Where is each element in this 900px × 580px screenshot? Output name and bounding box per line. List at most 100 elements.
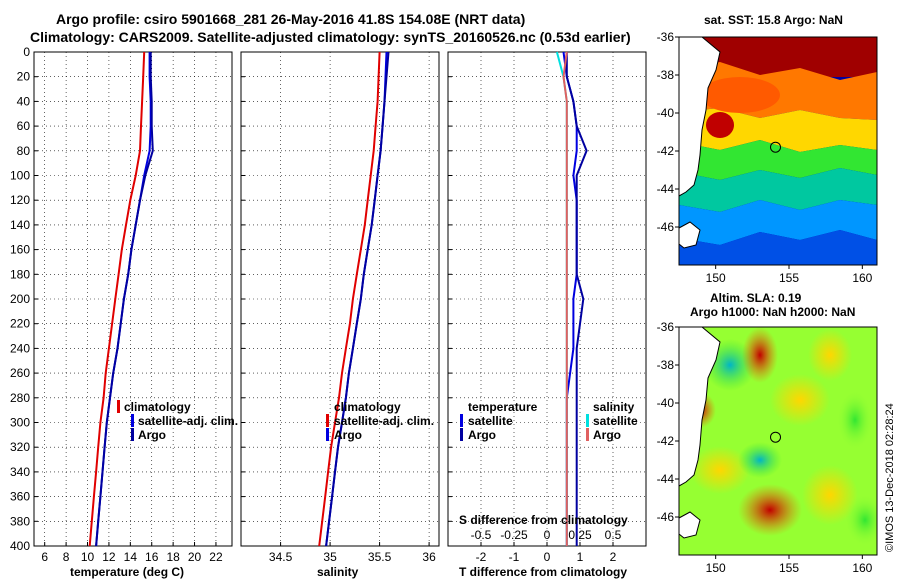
sst-band-blue (679, 230, 877, 265)
x-tick-label: 20 (188, 550, 202, 564)
sst-band-teal (679, 168, 877, 212)
legend-climatology: climatology (124, 400, 191, 414)
depth-tick-label: 280 (10, 391, 30, 405)
x-tick-label: -1 (509, 550, 520, 564)
sla-high-6 (738, 484, 802, 536)
top-x-tick-label: 0.5 (605, 528, 622, 542)
x-tick-label: 2 (610, 550, 617, 564)
top-x-tick-label: -0.25 (500, 528, 528, 542)
top-x-tick-label: 0.25 (568, 528, 592, 542)
map-y-tick-label: -38 (657, 358, 675, 372)
temperature-legend: climatology satellite-adj. clim. Argo (117, 400, 238, 442)
depth-tick-label: 120 (10, 193, 30, 207)
depth-tick-label: 260 (10, 366, 30, 380)
sst-band-lightblue (679, 200, 877, 245)
series-line-climatology (88, 51, 146, 547)
sst-map-axes: 150 155 160 -36 -38 -40 -42 -44 -46 (657, 30, 873, 285)
depth-tick-label: 60 (17, 119, 31, 133)
map-y-tick-label: -42 (657, 144, 675, 158)
series-line-climatology (318, 51, 381, 547)
legend-swatch-climatology (326, 414, 329, 427)
map-x-tick-label: 160 (852, 561, 872, 575)
map-y-tick-label: -42 (657, 434, 675, 448)
depth-tick-label: 80 (17, 144, 31, 158)
depth-tick-label: 300 (10, 416, 30, 430)
legend-swatch-s-satellite (586, 414, 589, 427)
salinity-legend: climatology satellite-adj. clim. Argo (326, 400, 434, 442)
depth-tick-label: 360 (10, 490, 30, 504)
x-tick-label: 22 (209, 550, 223, 564)
map-y-tick-label: -44 (657, 472, 675, 486)
series-line-s-satellite (555, 51, 568, 546)
legend-s-satellite: satellite (593, 414, 638, 428)
depth-tick-label: 200 (10, 292, 30, 306)
legend-swatch-satellite (131, 414, 134, 427)
map-y-tick-label: -36 (657, 30, 675, 44)
legend-salinity-title: salinity (593, 400, 635, 414)
depth-tick-label: 380 (10, 514, 30, 528)
sla-map-subtitle: Argo h1000: NaN h2000: NaN (690, 305, 855, 319)
legend-swatch-climatology (117, 400, 120, 413)
sla-high-7 (802, 465, 858, 525)
depth-tick-label: 100 (10, 169, 30, 183)
map-x-tick-label: 155 (779, 561, 799, 575)
x-tick-label: 14 (124, 550, 138, 564)
sla-low-2 (837, 390, 873, 450)
depth-tick-label: 20 (17, 70, 31, 84)
legend-t-argo: Argo (468, 428, 496, 442)
tdiff-xlabel: T difference from climatology (459, 565, 627, 579)
depth-tick-label: 220 (10, 317, 30, 331)
x-tick-label: 0 (544, 550, 551, 564)
sla-high-5 (690, 446, 750, 494)
sst-map (679, 37, 877, 265)
legend-swatch-satellite (326, 428, 329, 441)
legend-swatch-t-satellite (460, 414, 463, 427)
salinity-plot: 34.5 35 35.5 36 (241, 51, 439, 564)
legend-climatology: climatology (334, 400, 401, 414)
sla-map (679, 327, 877, 555)
series-line-t-argo (565, 52, 588, 546)
x-tick-label: 36 (422, 550, 436, 564)
depth-tick-label: 180 (10, 267, 30, 281)
series-line-argo (95, 52, 154, 547)
sst-band-green (679, 140, 877, 180)
map-x-tick-label: 160 (852, 271, 872, 285)
map-x-tick-label: 150 (706, 561, 726, 575)
argo-location-marker (770, 431, 782, 443)
map-x-tick-label: 155 (779, 271, 799, 285)
x-tick-label: 10 (81, 550, 95, 564)
legend-t-satellite: satellite (468, 414, 513, 428)
legend-temperature-title: temperature (468, 400, 538, 414)
sla-low-3 (738, 442, 782, 478)
x-tick-label: -2 (476, 550, 487, 564)
sst-land-tasmania (679, 221, 701, 249)
depth-tick-label: 140 (10, 218, 30, 232)
x-tick-label: 12 (102, 550, 116, 564)
sst-map-title: sat. SST: 15.8 Argo: NaN (704, 13, 843, 27)
legend-swatch-s-argo (586, 428, 589, 441)
map-y-tick-label: -40 (657, 106, 675, 120)
x-tick-label: 1 (577, 550, 584, 564)
legend-argo: Argo (138, 428, 166, 442)
sst-land-australia (679, 37, 721, 197)
legend-s-argo: Argo (593, 428, 621, 442)
temperature-plot: 6 8 10 12 14 16 18 20 22 (34, 51, 232, 564)
depth-tick-label: 400 (10, 539, 30, 553)
legend-swatch-argo (131, 428, 134, 441)
difference-legend: temperature satellite Argo salinity sate… (460, 400, 638, 442)
sdiff-top-xlabel: S difference from climatology (459, 513, 628, 527)
map-y-tick-label: -44 (657, 182, 675, 196)
legend-satellite-adj: satellite-adj. clim. (138, 414, 238, 428)
title-line-1: Argo profile: csiro 5901668_281 26-May-2… (56, 11, 525, 27)
map-y-tick-label: -38 (657, 68, 675, 82)
depth-tick-label: 160 (10, 243, 30, 257)
temperature-xlabel: temperature (deg C) (70, 565, 184, 579)
salinity-xlabel: salinity (317, 565, 359, 579)
sla-land-australia (679, 327, 721, 487)
imos-watermark: ©IMOS 13-Dec-2018 02:28:24 (884, 403, 896, 552)
depth-tick-label: 40 (17, 94, 31, 108)
legend-satellite-adj: satellite-adj. clim. (334, 414, 434, 428)
depth-axis-labels: 0 20 40 60 80 100 120 140 160 180 200 220 240 260 280 3… (10, 45, 30, 553)
top-x-tick-label: 0 (544, 528, 551, 542)
map-x-tick-label: 150 (706, 271, 726, 285)
